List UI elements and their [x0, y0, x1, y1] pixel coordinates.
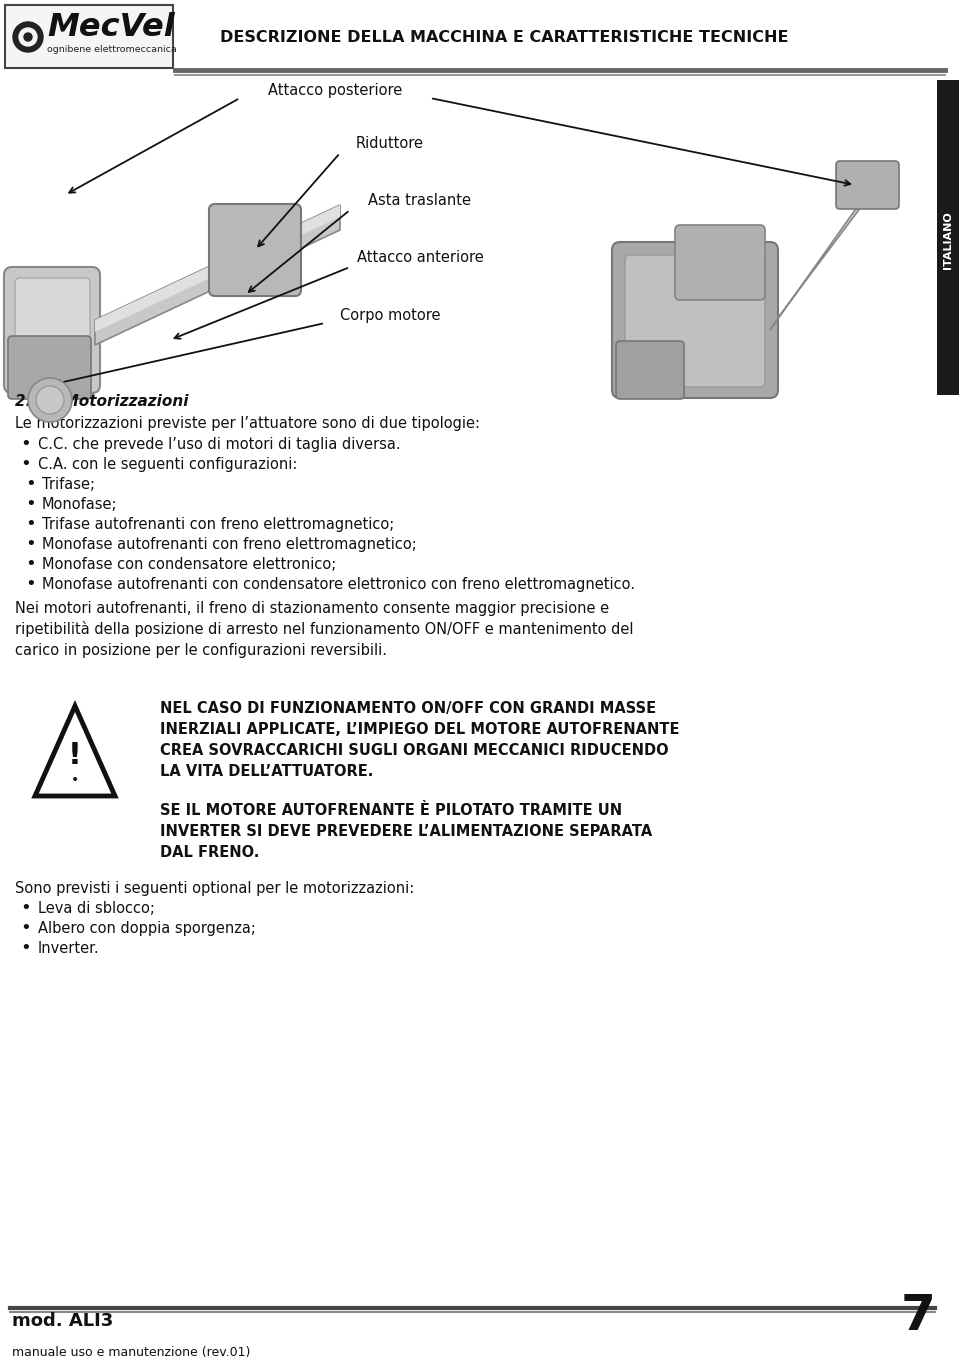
- Text: manuale uso e manutenzione (rev.01): manuale uso e manutenzione (rev.01): [12, 1347, 251, 1359]
- Polygon shape: [35, 706, 115, 796]
- Text: INERZIALI APPLICATE, L’IMPIEGO DEL MOTORE AUTOFRENANTE: INERZIALI APPLICATE, L’IMPIEGO DEL MOTOR…: [160, 722, 680, 737]
- Text: •: •: [20, 455, 31, 473]
- Circle shape: [19, 29, 37, 46]
- Text: CREA SOVRACCARICHI SUGLI ORGANI MECCANICI RIDUCENDO: CREA SOVRACCARICHI SUGLI ORGANI MECCANIC…: [160, 743, 668, 758]
- Text: •: •: [20, 900, 31, 917]
- Polygon shape: [95, 204, 340, 333]
- FancyBboxPatch shape: [35, 348, 71, 393]
- Text: C.A. con le seguenti configurazioni:: C.A. con le seguenti configurazioni:: [38, 457, 298, 472]
- Text: mod. ALI3: mod. ALI3: [12, 1313, 113, 1330]
- Text: •: •: [20, 939, 31, 957]
- Text: DESCRIZIONE DELLA MACCHINA E CARATTERISTICHE TECNICHE: DESCRIZIONE DELLA MACCHINA E CARATTERIST…: [220, 30, 788, 45]
- Text: ognibene elettromeccanica: ognibene elettromeccanica: [47, 45, 177, 55]
- Text: Asta traslante: Asta traslante: [369, 194, 471, 209]
- Text: Corpo motore: Corpo motore: [340, 308, 441, 323]
- FancyBboxPatch shape: [15, 278, 90, 383]
- Text: •: •: [25, 495, 36, 512]
- Text: Attacco anteriore: Attacco anteriore: [356, 249, 484, 264]
- FancyBboxPatch shape: [612, 243, 778, 398]
- Bar: [5, 75, 933, 395]
- Text: Albero con doppia sporgenza;: Albero con doppia sporgenza;: [38, 921, 256, 936]
- Circle shape: [24, 33, 32, 41]
- Text: Monofase autofrenanti con freno elettromagnetico;: Monofase autofrenanti con freno elettrom…: [42, 537, 417, 552]
- Text: Monofase con condensatore elettronico;: Monofase con condensatore elettronico;: [42, 557, 336, 572]
- Circle shape: [36, 386, 64, 414]
- Text: LA VITA DELL’ATTUATORE.: LA VITA DELL’ATTUATORE.: [160, 765, 373, 780]
- Polygon shape: [770, 195, 870, 330]
- Text: carico in posizione per le configurazioni reversibili.: carico in posizione per le configurazion…: [15, 643, 387, 658]
- Text: Le motorizzazioni previste per l’attuatore sono di due tipologie:: Le motorizzazioni previste per l’attuato…: [15, 416, 480, 431]
- Text: •: •: [25, 536, 36, 553]
- Text: Attacco posteriore: Attacco posteriore: [268, 83, 402, 98]
- Text: Trifase autofrenanti con freno elettromagnetico;: Trifase autofrenanti con freno elettroma…: [42, 517, 395, 532]
- Polygon shape: [95, 204, 340, 345]
- Text: •: •: [25, 575, 36, 593]
- Text: Leva di sblocco;: Leva di sblocco;: [38, 901, 155, 916]
- FancyBboxPatch shape: [675, 225, 765, 300]
- Text: ITALIANO: ITALIANO: [943, 211, 953, 269]
- Text: •: •: [25, 515, 36, 533]
- Circle shape: [13, 22, 43, 52]
- FancyBboxPatch shape: [209, 204, 301, 296]
- Text: MecVel: MecVel: [47, 12, 175, 44]
- Bar: [937, 80, 959, 395]
- Text: !: !: [68, 741, 82, 770]
- Text: INVERTER SI DEVE PREVEDERE L’ALIMENTAZIONE SEPARATA: INVERTER SI DEVE PREVEDERE L’ALIMENTAZIO…: [160, 825, 652, 840]
- Text: 2.2.1 Motorizzazioni: 2.2.1 Motorizzazioni: [15, 394, 188, 409]
- FancyBboxPatch shape: [4, 267, 100, 393]
- Text: Inverter.: Inverter.: [38, 940, 100, 955]
- Text: •: •: [20, 919, 31, 936]
- FancyBboxPatch shape: [836, 161, 899, 209]
- Text: Riduttore: Riduttore: [356, 136, 424, 151]
- Text: ripetibilità della posizione di arresto nel funzionamento ON/OFF e mantenimento : ripetibilità della posizione di arresto …: [15, 622, 634, 637]
- Text: 7: 7: [900, 1292, 935, 1340]
- Text: Nei motori autofrenanti, il freno di stazionamento consente maggior precisione e: Nei motori autofrenanti, il freno di sta…: [15, 601, 610, 616]
- FancyBboxPatch shape: [616, 341, 684, 399]
- Text: SE IL MOTORE AUTOFRENANTE È PILOTATO TRAMITE UN: SE IL MOTORE AUTOFRENANTE È PILOTATO TRA…: [160, 803, 622, 818]
- Text: •: •: [71, 773, 79, 786]
- FancyBboxPatch shape: [625, 255, 765, 387]
- Text: NEL CASO DI FUNZIONAMENTO ON/OFF CON GRANDI MASSE: NEL CASO DI FUNZIONAMENTO ON/OFF CON GRA…: [160, 701, 656, 716]
- Text: DAL FRENO.: DAL FRENO.: [160, 845, 259, 860]
- Text: •: •: [20, 435, 31, 453]
- Text: Monofase autofrenanti con condensatore elettronico con freno elettromagnetico.: Monofase autofrenanti con condensatore e…: [42, 577, 635, 592]
- Text: Sono previsti i seguenti optional per le motorizzazioni:: Sono previsti i seguenti optional per le…: [15, 880, 415, 895]
- Text: C.C. che prevede l’uso di motori di taglia diversa.: C.C. che prevede l’uso di motori di tagl…: [38, 438, 400, 453]
- FancyBboxPatch shape: [8, 337, 91, 399]
- Text: Monofase;: Monofase;: [42, 497, 117, 512]
- Text: •: •: [25, 555, 36, 572]
- Circle shape: [28, 378, 72, 423]
- Bar: [5, 5, 173, 68]
- Text: •: •: [25, 474, 36, 493]
- Text: Trifase;: Trifase;: [42, 477, 95, 492]
